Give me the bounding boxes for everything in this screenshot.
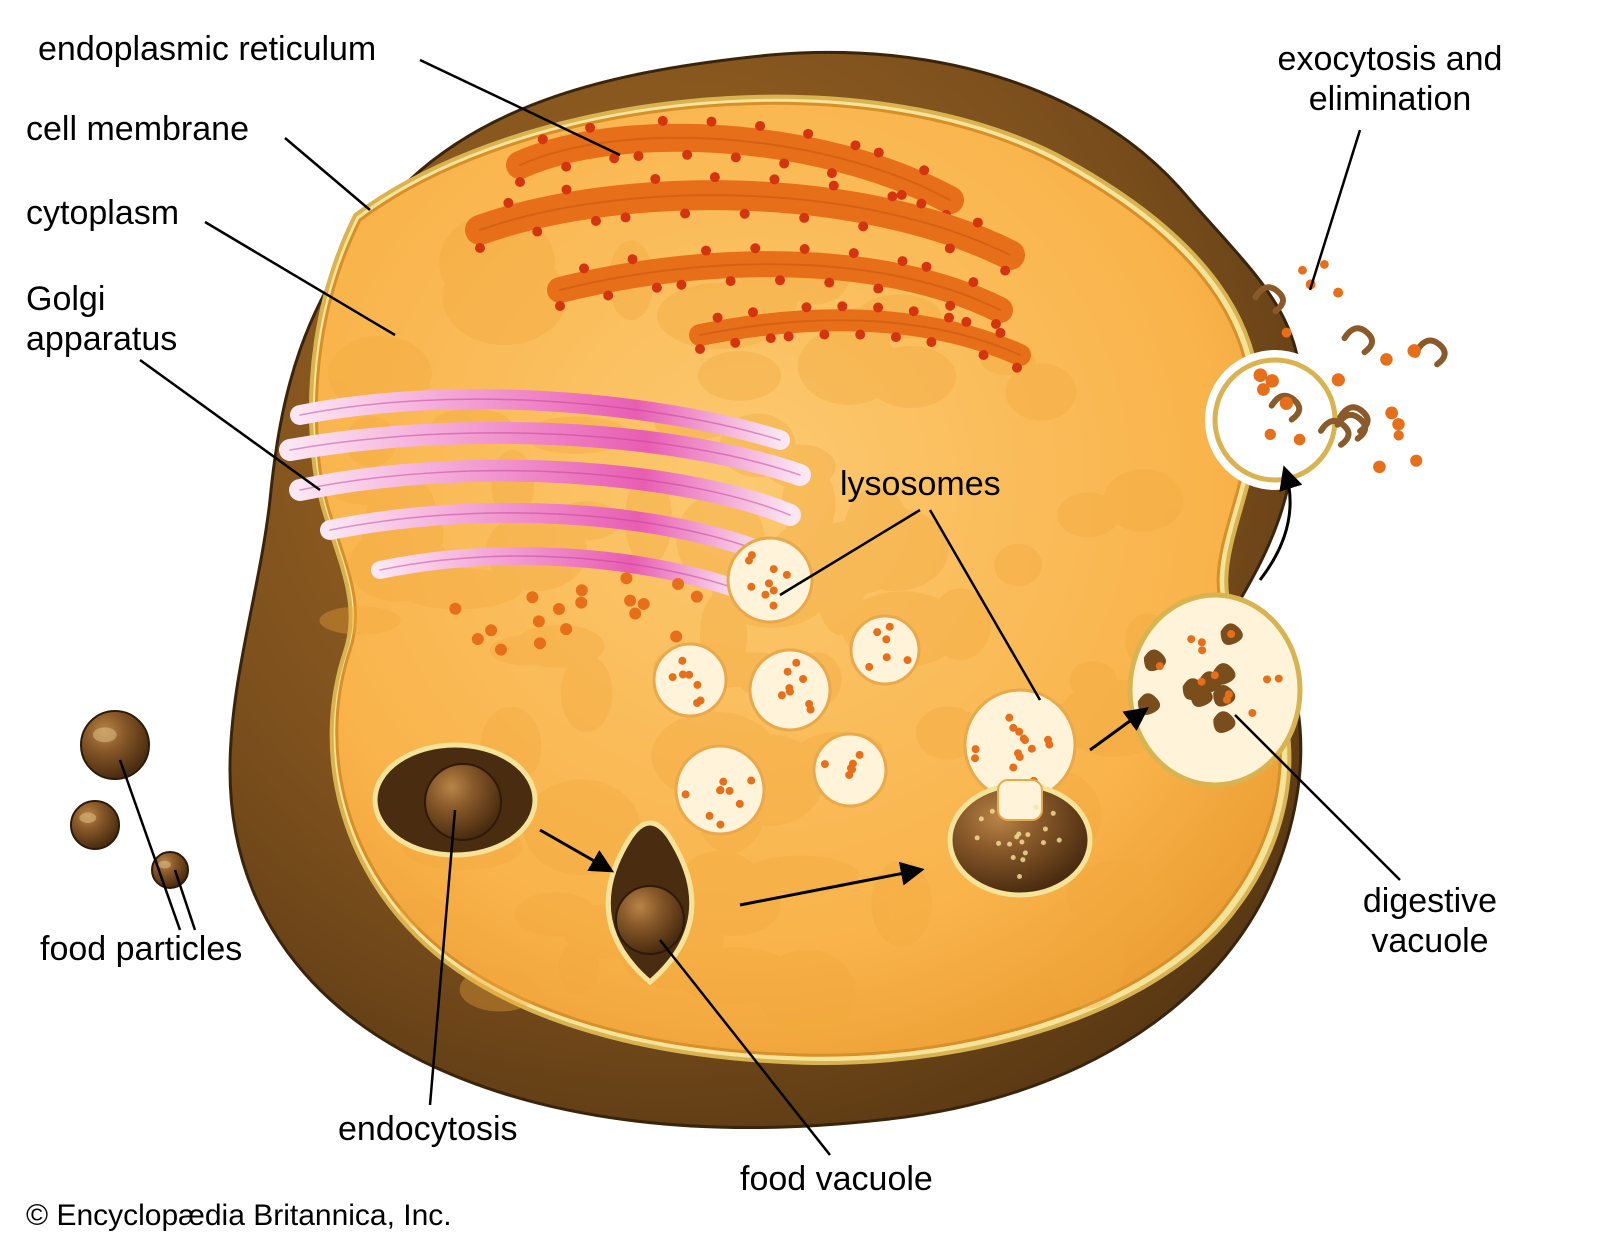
label-exocytosis-line1: elimination xyxy=(1309,80,1472,118)
cell-diagram: endoplasmic reticulum cell membrane cytopl… xyxy=(0,0,1600,1244)
label-endoplasmic_reticulum: endoplasmic reticulum xyxy=(38,30,376,68)
exocytosis-notch xyxy=(1205,350,1345,490)
label-digestive_vacuole-line0: digestive xyxy=(1363,882,1497,920)
external-food-particles xyxy=(71,711,188,888)
copyright-text: © Encyclopædia Britannica, Inc. xyxy=(26,1199,452,1232)
label-food_particles: food particles xyxy=(40,930,242,968)
label-endocytosis: endocytosis xyxy=(338,1110,518,1148)
label-golgi_apparatus-line0: Golgi xyxy=(26,280,105,318)
label-food_vacuole: food vacuole xyxy=(740,1160,933,1198)
label-cell_membrane: cell membrane xyxy=(26,110,249,148)
label-digestive_vacuole-line1: vacuole xyxy=(1371,922,1488,960)
label-golgi_apparatus-line1: apparatus xyxy=(26,320,177,358)
label-exocytosis-line0: exocytosis and xyxy=(1278,40,1503,78)
label-lysosomes: lysosomes xyxy=(840,465,1001,503)
label-cytoplasm: cytoplasm xyxy=(26,194,179,232)
